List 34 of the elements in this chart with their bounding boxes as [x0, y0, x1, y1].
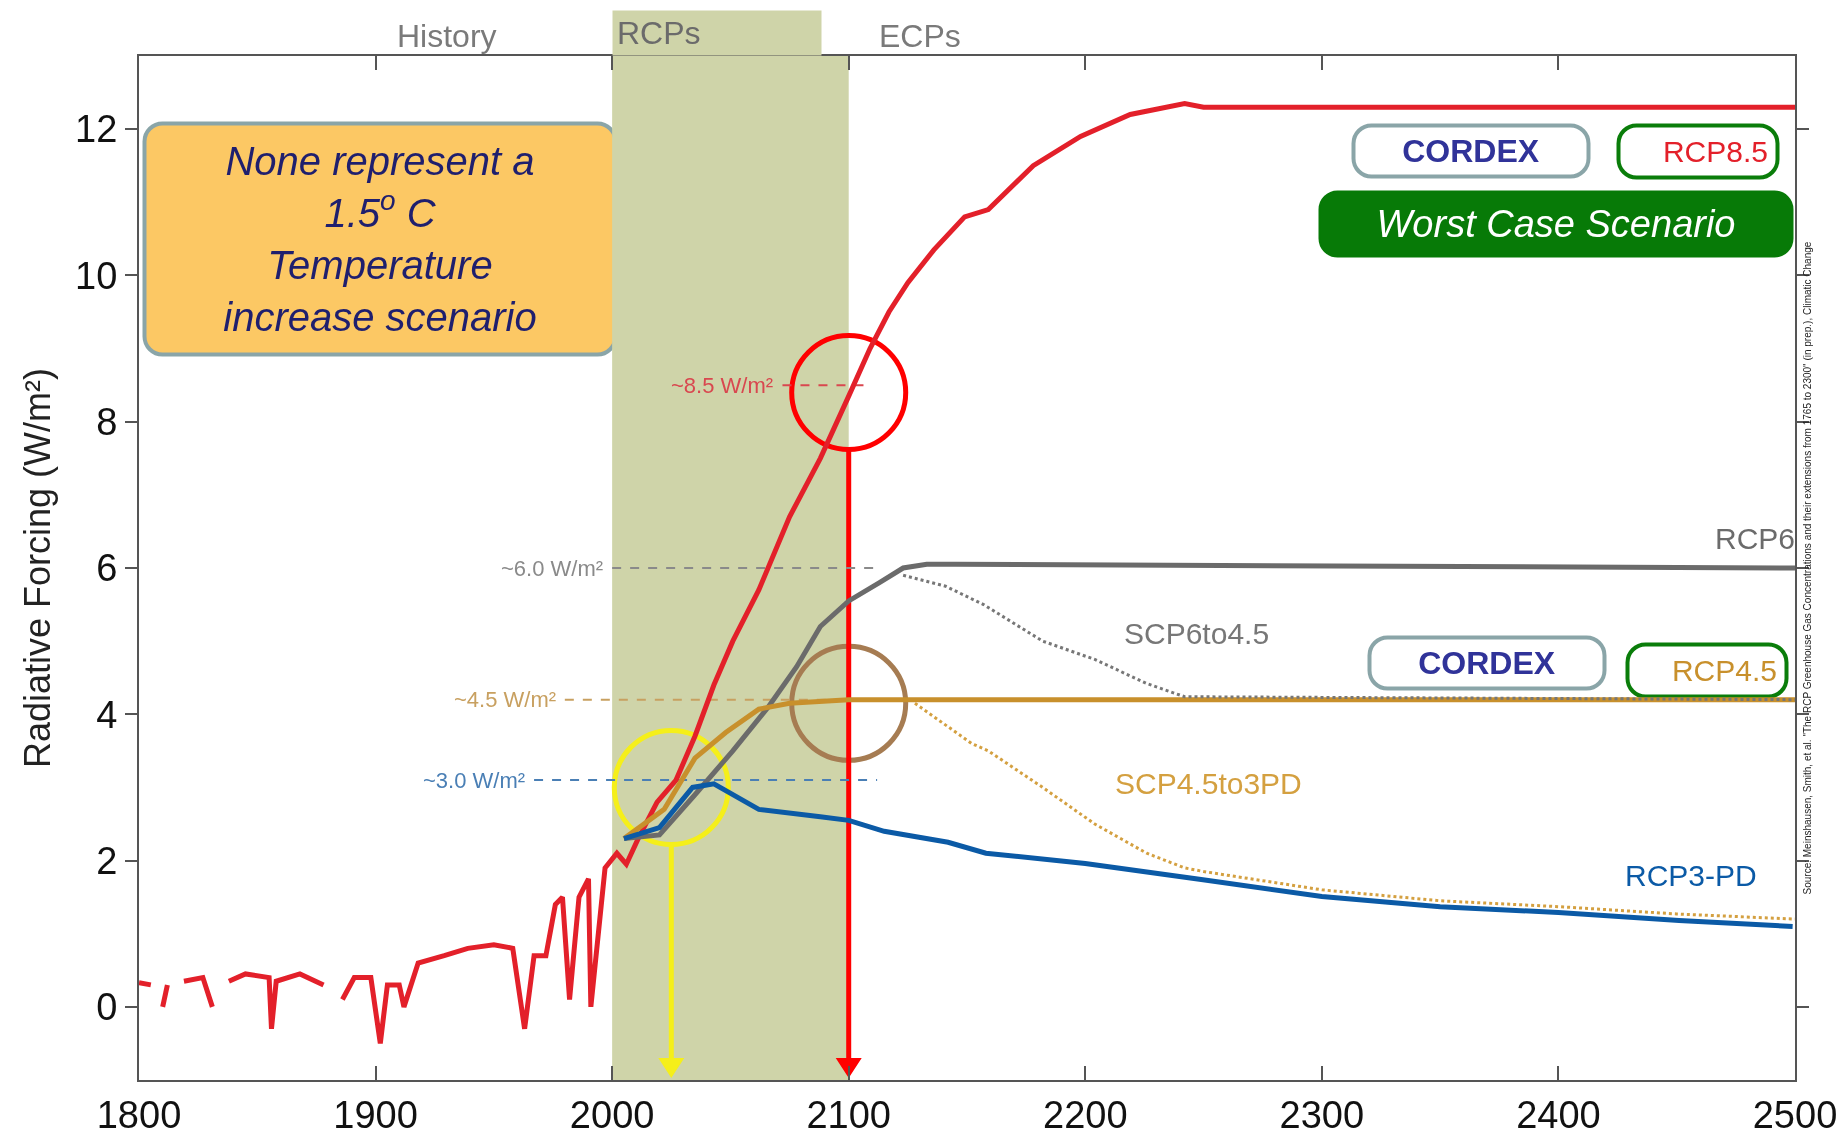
series-label: RCP3-PD	[1625, 859, 1757, 892]
y-tick-label: 0	[96, 986, 118, 1029]
x-tick-label: 2500	[1752, 1093, 1838, 1135]
annotation: CORDEX	[1418, 645, 1556, 681]
series-label: RCP4.5	[1671, 654, 1777, 687]
ref-line-label: ~6.0 W/m²	[501, 556, 604, 581]
x-tick-label: 2100	[806, 1093, 891, 1135]
x-tick-label: 2000	[569, 1093, 655, 1135]
text: ECPs	[879, 18, 961, 54]
y-axis-title: Radiative Forcing (W/m²)	[16, 367, 58, 769]
source-note: Source: Meinshausen, Smith, et al. "The RCP Greenhouse Gas Concentrations and their extensions from 1765 to 2300" (in prep.), Climatic Change	[1802, 241, 1814, 895]
y-tick-label: 2	[96, 839, 118, 882]
x-tick-label: 2400	[1516, 1093, 1601, 1135]
series-label: SCP4.5to3PD	[1115, 767, 1302, 800]
text: History	[397, 18, 497, 54]
y-tick-label: 8	[96, 401, 118, 444]
series-label: SCP6to4.5	[1124, 617, 1270, 650]
y-tick-label: 12	[75, 108, 118, 151]
y-tick-label: 4	[96, 693, 118, 736]
annotation: None represent a 1.5$^{o}$ C Temperature increase scenario	[223, 139, 537, 339]
annotation: Worst Case Scenario	[1376, 203, 1736, 245]
y-tick-label: 6	[96, 547, 118, 590]
ref-line-label: ~8.5 W/m²	[671, 373, 774, 398]
band-label: RCPs	[617, 15, 701, 51]
x-tick-label: 2300	[1279, 1093, 1365, 1135]
x-tick-label: 1800	[96, 1093, 182, 1135]
ref-line-label: ~3.0 W/m²	[423, 768, 526, 793]
x-tick-label: 2200	[1043, 1093, 1128, 1135]
ref-line-label: ~4.5 W/m²	[454, 687, 557, 712]
x-tick-label: 1900	[333, 1093, 418, 1135]
y-tick-label: 10	[75, 254, 118, 297]
series-label: RCP6	[1715, 522, 1796, 555]
annotation: CORDEX	[1402, 133, 1540, 169]
series-label: RCP8.5	[1662, 135, 1768, 168]
